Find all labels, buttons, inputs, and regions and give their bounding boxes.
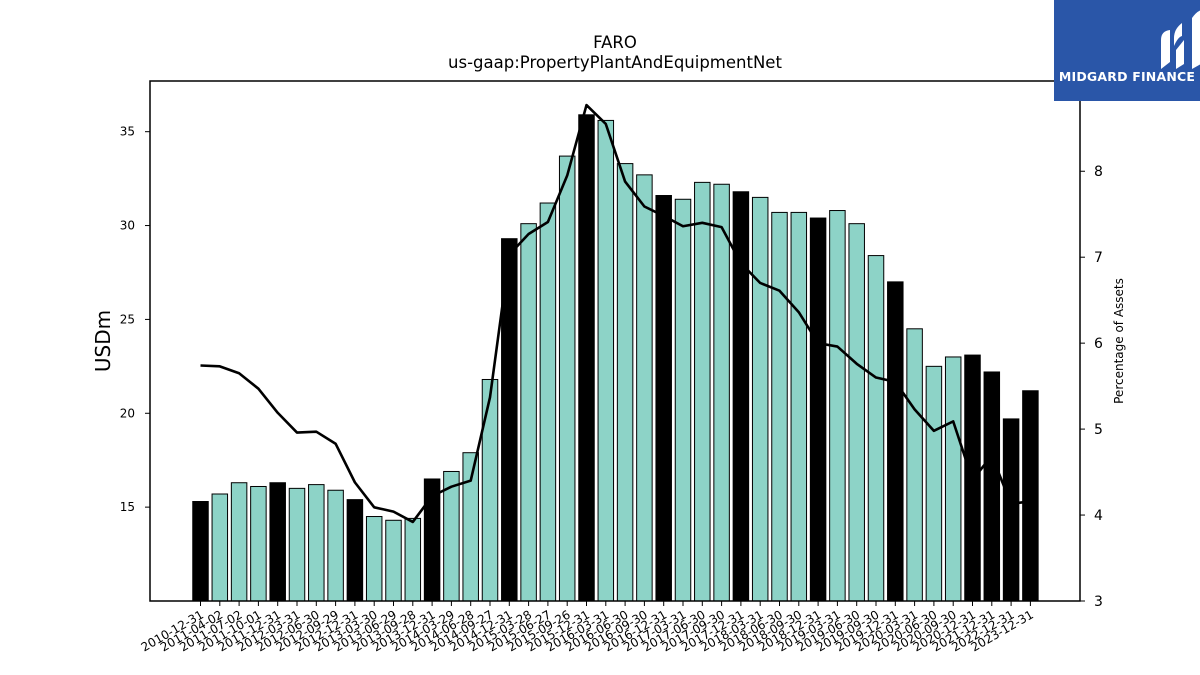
bar-2020-03-31 — [906, 328, 923, 602]
bar-2018-06-30 — [771, 211, 788, 602]
chart-subtitle: us-gaap:PropertyPlantAndEquipmentNet — [448, 53, 782, 72]
line-group — [200, 103, 1031, 524]
y-axis-left: 15 20 25 30 35 — [120, 125, 150, 514]
bar-2017-03-31 — [674, 198, 692, 602]
bar-2020-06-30 — [925, 365, 943, 602]
bar-2015-03-28 — [520, 223, 537, 602]
bar-2015-12-31 — [578, 114, 595, 602]
bar-2016-03-31 — [597, 119, 615, 602]
bar-2012-09-29 — [327, 489, 344, 602]
bar-2015-09-26 — [558, 155, 576, 602]
bar-2016-09-30 — [636, 174, 653, 602]
bar-2019-09-30 — [867, 255, 885, 602]
bar-2018-09-30 — [790, 211, 808, 602]
bar-2016-06-30 — [616, 163, 634, 602]
bar-2023-12-31 — [1022, 390, 1039, 602]
logo-text: MIDGARD FINANCE — [1058, 69, 1196, 84]
y-tick-label-30: 30 — [120, 219, 135, 233]
y-tick-label-20: 20 — [120, 406, 135, 420]
bar-2021-12-31 — [983, 371, 1001, 602]
bar-2012-12-31 — [346, 499, 364, 602]
bar-2017-09-30 — [713, 183, 730, 602]
bar-2012-06-30 — [308, 484, 325, 602]
bars-group — [192, 114, 1039, 602]
y-axis-label: USDm — [91, 310, 115, 372]
midgard-logo-icon — [1161, 10, 1200, 69]
bar-2014-03-29 — [443, 470, 460, 602]
bar-2013-06-29 — [385, 519, 402, 602]
bar-2011-10-01 — [250, 485, 267, 602]
y2-axis-label: Percentage of Assets — [1112, 278, 1126, 404]
bar-2010-12-31 — [192, 501, 209, 602]
bar-2016-12-31 — [655, 195, 672, 602]
bar-2017-06-30 — [694, 181, 711, 602]
bar-2015-06-27 — [539, 202, 557, 602]
y2-tick-label-5: 5 — [1094, 422, 1103, 438]
bar-2022-12-31 — [1002, 418, 1020, 602]
y-tick-label-25: 25 — [120, 312, 135, 326]
bar-2018-03-31 — [751, 196, 769, 602]
y2-tick-label-4: 4 — [1094, 508, 1103, 524]
y-axis-right: 3 4 5 6 7 8 — [1080, 164, 1103, 610]
y-tick-label-35: 35 — [120, 125, 135, 139]
bar-2012-03-31 — [288, 487, 306, 602]
y2-tick-label-3: 3 — [1094, 594, 1103, 610]
bar-2019-12-31 — [887, 281, 904, 602]
bar-2020-09-30 — [944, 356, 962, 602]
bar-2013-03-30 — [365, 516, 383, 602]
bar-2019-06-30 — [848, 223, 865, 602]
bar-2011-07-02 — [230, 482, 248, 602]
y2-tick-label-7: 7 — [1094, 250, 1103, 266]
bar-2013-09-28 — [404, 517, 422, 602]
chart-title: FARO — [593, 33, 637, 52]
y2-tick-label-8: 8 — [1094, 164, 1103, 180]
y2-tick-label-6: 6 — [1094, 336, 1103, 352]
y-tick-label-15: 15 — [120, 500, 135, 514]
midgard-finance-logo: MIDGARD FINANCE — [1054, 0, 1200, 101]
bar-2019-03-31 — [829, 210, 846, 602]
percentage-line — [200, 103, 1031, 524]
bar-2011-12-31 — [269, 482, 286, 602]
x-axis: 2010-12-312011-04-022011-07-022011-10-01… — [139, 601, 1036, 654]
bar-2011-04-02 — [211, 493, 229, 602]
bar-2014-09-27 — [481, 378, 499, 602]
plot-frame — [149, 80, 1081, 602]
bar-2018-12-31 — [809, 217, 827, 602]
